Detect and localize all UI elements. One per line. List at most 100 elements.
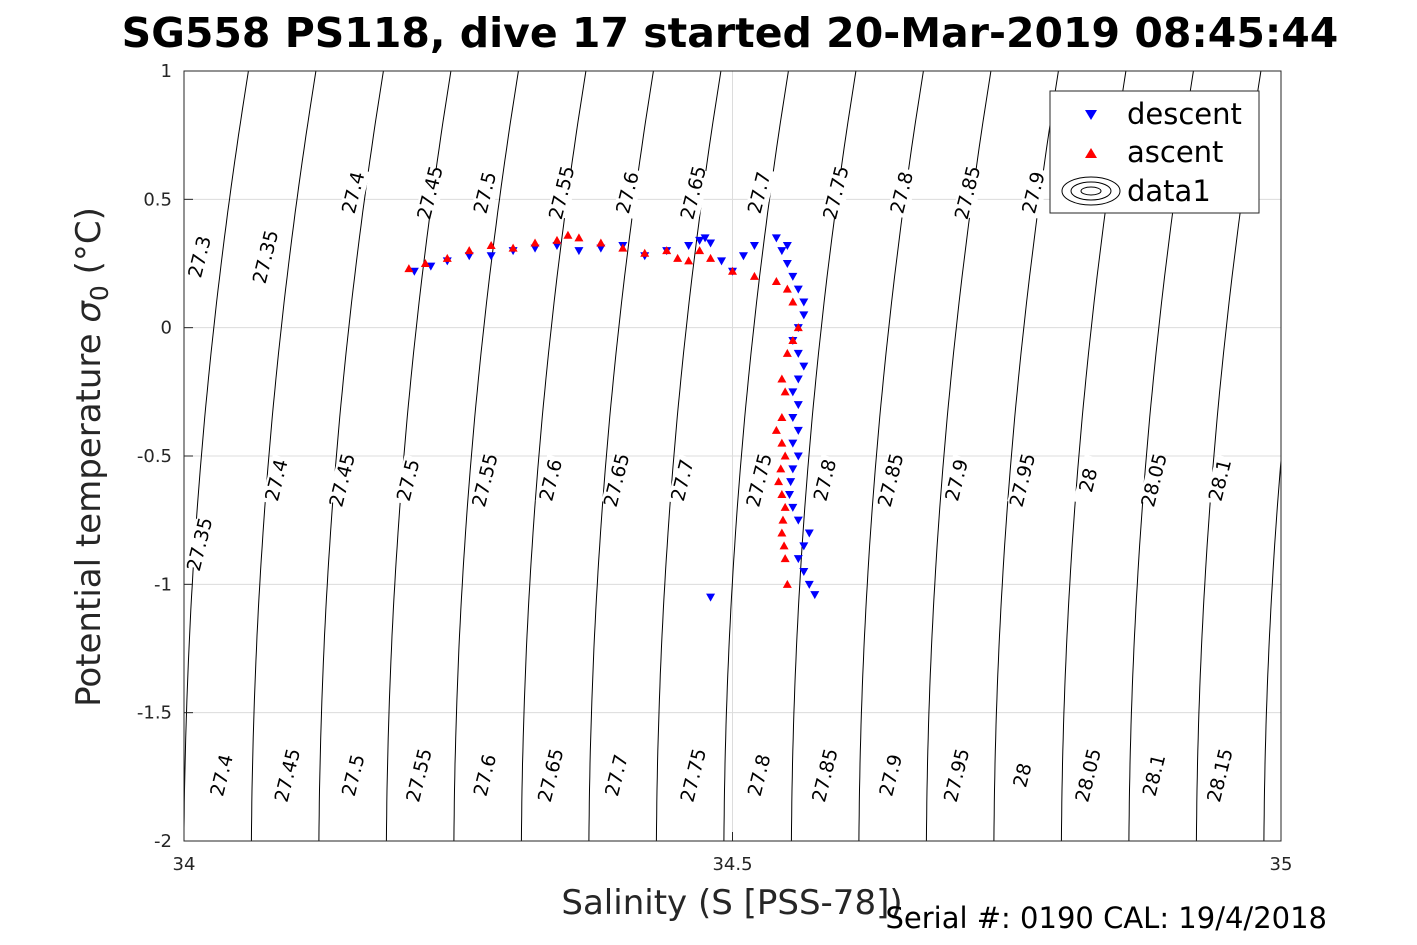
ascent-point xyxy=(771,425,781,434)
isopycnal-line xyxy=(250,71,317,841)
contour-label-bg xyxy=(261,454,294,507)
contour-label-bg xyxy=(1073,454,1106,507)
descent-point xyxy=(782,260,792,268)
ascent-point xyxy=(442,253,452,262)
descent-point xyxy=(409,267,419,276)
contour-label-bg xyxy=(1138,454,1171,507)
ascent-point xyxy=(782,284,792,293)
descent-point xyxy=(810,591,820,600)
y-axis-label-sigma: σ xyxy=(69,300,109,323)
legend[interactable]: descent ascent data1 xyxy=(1049,90,1260,214)
contour-label-bg xyxy=(250,231,283,283)
contour-label-bg xyxy=(886,167,919,219)
contour-label-bg xyxy=(601,454,634,507)
descent-point xyxy=(788,414,798,422)
ascent-point xyxy=(420,259,430,267)
ascent-point xyxy=(706,253,716,262)
contour-label-bg xyxy=(678,167,711,219)
ascent-point xyxy=(563,230,573,239)
contour-label-bg xyxy=(1018,167,1051,219)
contour-label-bg xyxy=(403,749,436,802)
ascent-point xyxy=(695,246,705,255)
contour-label-bg xyxy=(678,749,711,802)
contour-label-bg xyxy=(393,454,426,507)
descent-point xyxy=(793,555,803,564)
contour-label-bg xyxy=(546,167,579,219)
descent-point xyxy=(738,252,748,261)
legend-ascent-label: ascent xyxy=(1127,135,1223,169)
y-tick-label: 0.5 xyxy=(143,189,172,210)
isopycnal-line xyxy=(1331,71,1396,841)
y-axis-label: Potential temperature σ0 (°C) xyxy=(69,207,114,707)
descent-point xyxy=(799,298,809,307)
ascent-point xyxy=(782,348,792,357)
contour-label-bg xyxy=(338,167,371,219)
contour-label-bg xyxy=(809,454,842,507)
ascent-point xyxy=(777,490,787,498)
contour-label-bg xyxy=(272,749,305,802)
ascent-point xyxy=(780,554,790,563)
descent-point xyxy=(777,247,787,256)
descent-point xyxy=(788,388,798,397)
contour-label-bg xyxy=(941,454,974,507)
contour-label: 27.8 xyxy=(744,749,777,802)
contour-label-bg xyxy=(338,749,371,802)
contour-label-bg xyxy=(1204,749,1237,802)
descent-point xyxy=(530,244,540,253)
legend-ascent-marker xyxy=(1085,148,1097,158)
contour-label-bg xyxy=(1007,749,1040,802)
y-axis-label-main: Potential temperature xyxy=(69,323,109,707)
contour-label-bg xyxy=(941,749,974,802)
x-tick-label: 34.5 xyxy=(712,854,752,875)
descent-point xyxy=(749,242,759,251)
descent-point xyxy=(804,529,814,538)
descent-point xyxy=(788,503,798,512)
contour-label-bg xyxy=(184,231,217,283)
descent-point xyxy=(700,234,710,243)
ascent-point xyxy=(779,541,789,550)
ascent-point xyxy=(777,374,787,383)
descent-point xyxy=(793,401,803,410)
x-axis-label: Salinity (S [PSS-78]) xyxy=(561,883,902,923)
ascent-point xyxy=(771,276,781,285)
ascent-point xyxy=(673,253,683,262)
descent-point xyxy=(782,242,792,251)
contour-label-bg xyxy=(1204,454,1237,507)
contour-label-bg xyxy=(535,454,568,507)
legend-descent-label: descent xyxy=(1127,97,1242,131)
legend-data1-contour-icon xyxy=(1061,176,1121,206)
contour-label-bg xyxy=(469,167,502,219)
ascent-point xyxy=(780,387,790,396)
contour-label-bg xyxy=(744,454,777,507)
ascent-point xyxy=(574,233,584,242)
y-tick-label: 0 xyxy=(161,318,172,339)
descent-point xyxy=(464,252,474,261)
ascent-point xyxy=(788,336,798,344)
contour-label: 27.6 xyxy=(535,454,568,507)
chart-title: SG558 PS118, dive 17 started 20-Mar-2019… xyxy=(122,9,1339,57)
y-axis-label-unit: (°C) xyxy=(69,207,109,285)
contour-label-bg xyxy=(469,454,502,507)
ascent-point xyxy=(404,264,414,273)
descent-point xyxy=(706,239,716,248)
descent-point xyxy=(793,452,803,461)
contour-label-bg xyxy=(469,749,502,802)
descent-point xyxy=(793,426,803,435)
descent-point xyxy=(799,542,809,551)
descent-point xyxy=(771,234,781,243)
ascent-point xyxy=(552,235,562,244)
descent-point xyxy=(804,580,814,589)
legend-data1-label: data1 xyxy=(1127,174,1211,208)
contour-label-bg xyxy=(327,454,360,507)
descent-point xyxy=(793,285,803,294)
descent-point xyxy=(788,439,798,448)
ascent-point xyxy=(780,502,790,511)
contour-label-bg xyxy=(875,749,908,802)
ascent-point xyxy=(508,243,518,252)
ascent-point xyxy=(486,241,496,250)
contour-label-bg xyxy=(414,167,447,219)
y-tick-label: -1.5 xyxy=(137,703,172,724)
descent-point xyxy=(799,311,809,320)
ascent-point xyxy=(777,528,787,537)
descent-point xyxy=(684,242,694,251)
